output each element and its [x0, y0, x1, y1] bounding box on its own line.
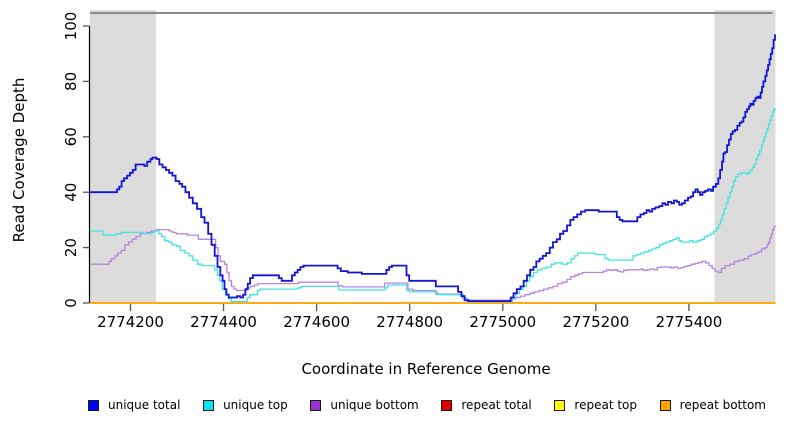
x-tick-label: 2774400 [190, 313, 257, 331]
y-tick-label: 40 [62, 183, 80, 202]
legend-swatch-icon [203, 399, 215, 411]
x-axis-title: Coordinate in Reference Genome [301, 360, 551, 378]
legend-label: repeat top [574, 398, 638, 412]
legend: unique total unique top unique bottom repea… [88, 398, 766, 412]
x-tick-label: 2774800 [376, 313, 443, 331]
legend-label: unique total [108, 398, 181, 412]
x-tick-label: 2775400 [656, 313, 723, 331]
legend-item-unique-total: unique total [88, 398, 180, 412]
y-axis-title: Read Coverage Depth [10, 77, 28, 243]
legend-swatch-icon [441, 399, 453, 411]
y-tick-label: 20 [62, 238, 80, 257]
y-tick-label: 100 [62, 12, 80, 41]
x-tick-label: 2775000 [469, 313, 536, 331]
shaded-region [714, 10, 776, 303]
legend-item-unique-bottom: unique bottom [310, 398, 419, 412]
legend-label: repeat total [461, 398, 532, 412]
x-tick-label: 2774200 [97, 313, 164, 331]
legend-label: unique top [223, 398, 288, 412]
series-unique-top-line [90, 108, 776, 303]
legend-swatch-icon [88, 399, 99, 411]
legend-label: repeat bottom [679, 398, 766, 412]
y-tick-label: 0 [62, 298, 80, 308]
y-tick-label: 60 [62, 127, 80, 146]
legend-item-repeat-bottom: repeat bottom [659, 398, 766, 412]
legend-label: unique bottom [330, 398, 419, 412]
legend-item-unique-top: unique top [203, 398, 288, 412]
x-tick-label: 2774600 [283, 313, 350, 331]
series-unique-bottom-line [90, 225, 776, 301]
legend-swatch-icon [659, 399, 671, 411]
shaded-region [90, 10, 157, 303]
legend-item-repeat-top: repeat top [554, 398, 637, 412]
legend-item-repeat-total: repeat total [441, 398, 532, 412]
legend-swatch-icon [554, 399, 566, 411]
y-tick-label: 80 [62, 72, 80, 91]
series-unique-total-line [90, 34, 776, 302]
x-tick-label: 2775200 [562, 313, 629, 331]
legend-swatch-icon [310, 399, 322, 411]
